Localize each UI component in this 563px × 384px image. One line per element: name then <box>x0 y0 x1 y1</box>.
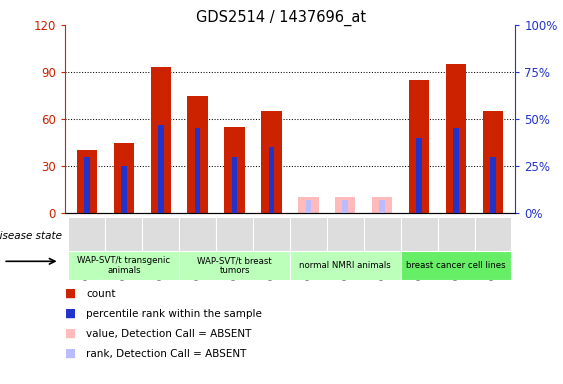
Bar <box>327 217 364 252</box>
Bar <box>409 80 430 213</box>
Bar <box>372 197 392 213</box>
Bar <box>121 166 127 213</box>
Text: WAP-SVT/t transgenic
animals: WAP-SVT/t transgenic animals <box>77 256 171 275</box>
Text: count: count <box>86 289 115 299</box>
Bar <box>416 138 422 213</box>
Bar <box>187 96 208 213</box>
Bar <box>290 251 401 280</box>
Bar <box>475 217 511 252</box>
Text: GDS2514 / 1437696_at: GDS2514 / 1437696_at <box>196 10 367 26</box>
Bar <box>105 217 142 252</box>
Text: ■: ■ <box>65 347 76 360</box>
Text: disease state: disease state <box>0 231 62 241</box>
Bar <box>77 151 97 213</box>
Bar <box>69 217 105 252</box>
Bar <box>379 200 385 213</box>
Text: ■: ■ <box>65 327 76 340</box>
Text: value, Detection Call = ABSENT: value, Detection Call = ABSENT <box>86 329 252 339</box>
Bar <box>69 251 179 280</box>
Text: ■: ■ <box>65 287 76 300</box>
Bar <box>269 147 274 213</box>
Text: WAP-SVT/t breast
tumors: WAP-SVT/t breast tumors <box>197 256 272 275</box>
Bar <box>298 197 319 213</box>
Bar <box>253 217 290 252</box>
Bar <box>232 157 238 213</box>
Text: ■: ■ <box>65 307 76 320</box>
Text: percentile rank within the sample: percentile rank within the sample <box>86 309 262 319</box>
Bar <box>335 197 355 213</box>
Bar <box>142 217 179 252</box>
Text: rank, Detection Call = ABSENT: rank, Detection Call = ABSENT <box>86 349 247 359</box>
Bar <box>261 111 282 213</box>
Bar <box>216 217 253 252</box>
Bar <box>158 125 164 213</box>
Bar <box>179 217 216 252</box>
Bar <box>150 67 171 213</box>
Bar <box>342 200 348 213</box>
Bar <box>483 111 503 213</box>
Bar <box>306 200 311 213</box>
Bar <box>401 251 511 280</box>
Bar <box>195 128 200 213</box>
Bar <box>401 217 437 252</box>
Bar <box>290 217 327 252</box>
Bar <box>446 64 466 213</box>
Text: breast cancer cell lines: breast cancer cell lines <box>406 261 506 270</box>
Text: normal NMRI animals: normal NMRI animals <box>300 261 391 270</box>
Bar <box>114 142 134 213</box>
Bar <box>179 251 290 280</box>
Bar <box>437 217 475 252</box>
Bar <box>225 127 245 213</box>
Bar <box>490 157 496 213</box>
Bar <box>84 157 90 213</box>
Bar <box>453 128 459 213</box>
Bar <box>364 217 401 252</box>
